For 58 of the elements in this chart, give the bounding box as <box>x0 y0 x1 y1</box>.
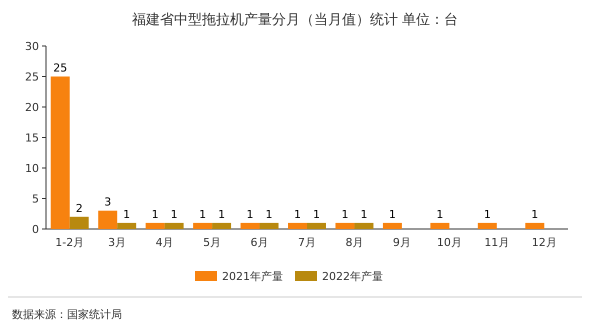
data-label: 25 <box>53 62 68 74</box>
data-label: 1 <box>341 208 348 221</box>
data-label: 1 <box>360 208 368 221</box>
data-label: 1 <box>266 208 273 221</box>
data-label: 1 <box>531 208 538 221</box>
data-label: 1 <box>484 208 491 221</box>
bar <box>240 222 260 229</box>
x-tick-label: 7月 <box>298 236 316 249</box>
y-tick-label: 10 <box>25 162 39 175</box>
bar <box>50 76 70 229</box>
bar <box>146 222 165 229</box>
x-tick-label: 11月 <box>484 236 510 249</box>
data-label: 1 <box>199 208 206 221</box>
data-label: 1 <box>152 208 159 221</box>
data-label: 1 <box>294 208 302 221</box>
x-tick-label: 3月 <box>108 236 126 249</box>
y-tick-label: 5 <box>32 192 39 206</box>
data-label: 1 <box>246 208 254 221</box>
data-label: 1 <box>388 208 396 221</box>
y-tick-label: 30 <box>25 40 39 53</box>
bar <box>525 222 544 229</box>
bar <box>70 216 89 229</box>
bar <box>478 222 497 229</box>
x-tick-label: 9月 <box>392 236 411 249</box>
data-label: 2 <box>76 202 83 215</box>
x-tick-label: 8月 <box>345 236 364 249</box>
x-tick-label: 10月 <box>436 236 462 249</box>
source-note: 数据来源：国家统计局 <box>12 308 122 321</box>
bar <box>382 222 402 229</box>
x-tick-label: 6月 <box>250 236 269 249</box>
data-label: 1 <box>170 208 178 221</box>
bar <box>164 222 184 229</box>
bar <box>98 210 118 229</box>
data-label: 3 <box>104 196 112 209</box>
data-label: 1 <box>312 208 320 221</box>
bar <box>354 222 374 229</box>
y-tick-label: 0 <box>32 222 39 236</box>
y-tick-label: 20 <box>25 100 39 114</box>
legend-label: 2022年产量 <box>322 270 383 283</box>
bar <box>212 222 232 229</box>
data-label: 1 <box>218 208 226 221</box>
x-tick-label: 12月 <box>532 236 557 249</box>
chart-title: 福建省中型拖拉机产量分月（当月值）统计 单位：台 <box>132 12 458 28</box>
bar <box>288 222 307 229</box>
bar <box>117 222 136 229</box>
x-tick-label: 1-2月 <box>55 236 84 249</box>
x-tick-label: 4月 <box>156 236 174 249</box>
bar <box>193 222 212 229</box>
bar <box>260 222 279 229</box>
bar <box>430 222 450 229</box>
bar <box>307 222 326 229</box>
y-tick-label: 25 <box>25 70 39 84</box>
legend-label: 2021年产量 <box>222 270 283 283</box>
bar <box>335 222 354 229</box>
data-label: 1 <box>123 208 130 221</box>
y-tick-label: 15 <box>25 131 39 144</box>
data-label: 1 <box>436 208 444 221</box>
x-tick-label: 5月 <box>203 236 222 249</box>
